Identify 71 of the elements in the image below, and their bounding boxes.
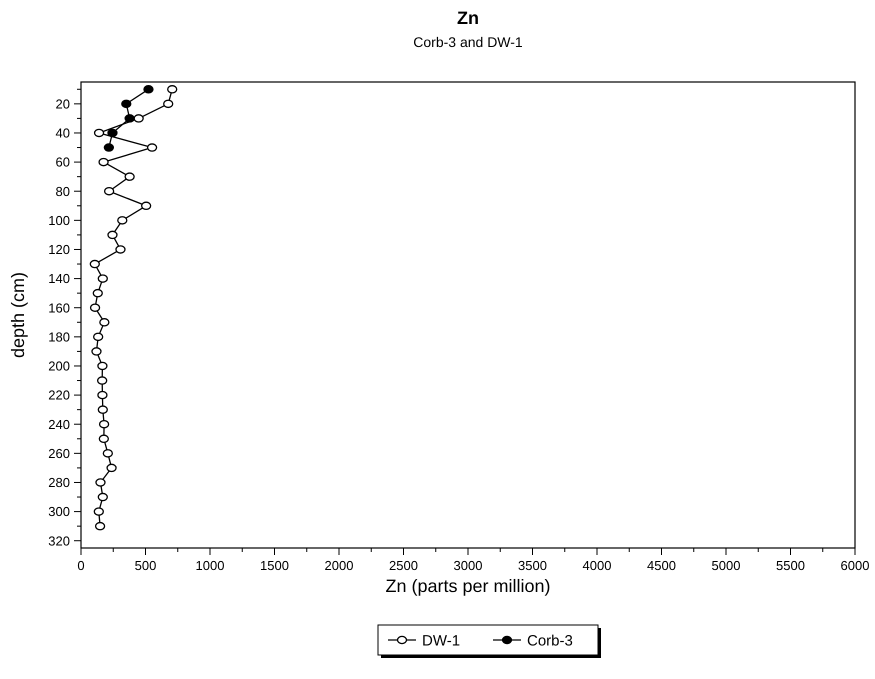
point: [94, 128, 104, 138]
y-tick-label: 300: [48, 504, 70, 520]
point: [98, 274, 108, 283]
x-tick-label: 6000: [840, 558, 870, 573]
y-tick-label: 20: [56, 96, 70, 112]
y-tick-label: 240: [48, 416, 70, 432]
point: [93, 332, 104, 342]
point: [98, 405, 108, 414]
chart-subtitle: Corb-3 and DW-1: [413, 34, 523, 50]
y-tick-label: 40: [56, 126, 70, 141]
point: [146, 143, 158, 152]
point: [98, 420, 110, 428]
y-tick-label: 220: [48, 388, 70, 403]
point: [104, 186, 114, 196]
x-tick-label: 4000: [582, 558, 612, 573]
y-tick-label: 60: [56, 154, 70, 170]
point: [104, 143, 114, 152]
point: [134, 114, 144, 123]
y-tick-label: 280: [48, 475, 70, 490]
point: [94, 522, 106, 530]
point: [163, 100, 174, 108]
x-tick-label: 5000: [712, 558, 740, 573]
point: [167, 85, 178, 94]
point: [106, 464, 117, 472]
x-axis-title: Zn (parts per million): [385, 576, 551, 596]
point: [97, 390, 108, 400]
x-tick-label: 0: [77, 558, 85, 573]
point: [124, 172, 135, 181]
x-tick-label: 3500: [518, 558, 547, 573]
point: [95, 478, 106, 487]
point: [102, 449, 113, 458]
y-tick-label: 260: [48, 446, 70, 461]
y-axis-title: depth (cm): [8, 272, 28, 358]
point: [124, 114, 135, 123]
point: [91, 347, 102, 356]
x-tick-label: 500: [134, 558, 156, 573]
y-tick-label: 120: [48, 242, 70, 258]
x-tick-label: 5500: [776, 558, 805, 573]
x-tick-label: 4500: [647, 558, 676, 573]
x-tick-label: 2000: [324, 558, 354, 573]
y-tick-label: 80: [56, 184, 70, 199]
point: [115, 245, 126, 254]
point: [97, 376, 108, 385]
x-tick-label: 1500: [260, 558, 289, 573]
point: [107, 128, 118, 138]
y-tick-label: 100: [48, 212, 70, 228]
y-tick-label: 320: [48, 533, 70, 548]
chart-title: Zn: [457, 8, 479, 28]
point: [94, 507, 104, 516]
point: [92, 288, 103, 298]
point: [90, 303, 100, 312]
x-tick-label: 2500: [389, 558, 418, 573]
point: [98, 492, 108, 502]
y-tick-label: 200: [48, 358, 70, 374]
x-tick-label: 1000: [196, 558, 224, 573]
y-tick-label: 160: [48, 300, 70, 316]
y-tick-label: 180: [48, 329, 70, 344]
point: [121, 100, 132, 108]
x-tick-label: 3000: [454, 558, 482, 573]
y-tick-label: 140: [48, 271, 70, 286]
point: [98, 434, 109, 444]
point: [143, 85, 154, 94]
legend-label: Corb-3: [527, 632, 573, 650]
point: [90, 260, 100, 268]
point: [99, 318, 110, 327]
point: [140, 202, 152, 210]
point: [97, 362, 108, 370]
point: [107, 230, 118, 240]
point: [98, 158, 109, 166]
legend-label: DW-1: [422, 632, 460, 650]
point: [117, 216, 128, 225]
